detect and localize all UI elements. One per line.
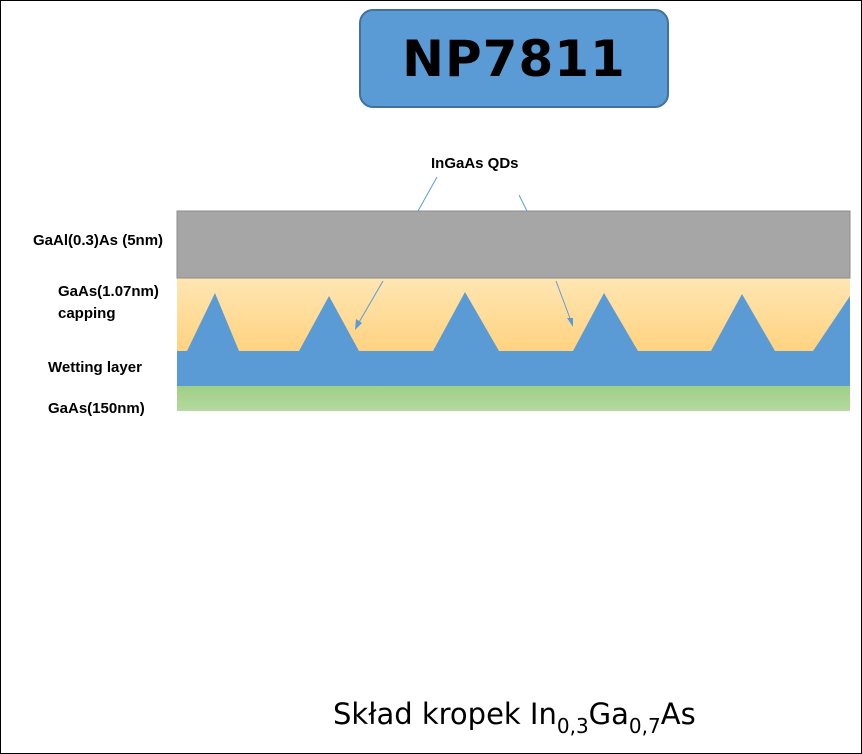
gaal-as-layer — [176, 210, 851, 279]
capping-layer-label-line2: capping — [58, 305, 116, 322]
substrate-layer-label: GaAs(150nm) — [48, 400, 145, 417]
gaal-as-layer-label: GaAl(0.3)As (5nm) — [33, 232, 164, 249]
gallium-fraction: 0,7 — [628, 714, 661, 738]
composition-prefix: Skład kropek In — [333, 697, 557, 731]
capping-layer-label-line1: GaAs(1.07nm) — [58, 283, 159, 300]
gaas-substrate-layer — [177, 386, 850, 411]
qd-pointer-line-right-lower — [555, 280, 572, 322]
dot-composition-text: Skład kropek In0,3Ga0,7As — [333, 697, 696, 738]
qd-pointer-line-right-upper — [518, 194, 528, 212]
qd-arrowhead-right — [567, 318, 573, 327]
wetting-layer-label: Wetting layer — [48, 359, 142, 376]
wetting-layer-with-dots — [177, 292, 850, 386]
sample-title-box: NP7811 — [359, 9, 669, 108]
sample-title: NP7811 — [402, 29, 626, 88]
arsenic-symbol: As — [660, 697, 696, 731]
qd-pointer-line-left-upper — [417, 176, 438, 212]
qd-arrowhead-left — [355, 319, 362, 330]
quantum-dots-label: InGaAs QDs — [431, 155, 519, 172]
gallium-symbol: Ga — [588, 697, 629, 731]
qd-pointer-line-left-lower — [357, 280, 384, 325]
indium-fraction: 0,3 — [556, 714, 589, 738]
